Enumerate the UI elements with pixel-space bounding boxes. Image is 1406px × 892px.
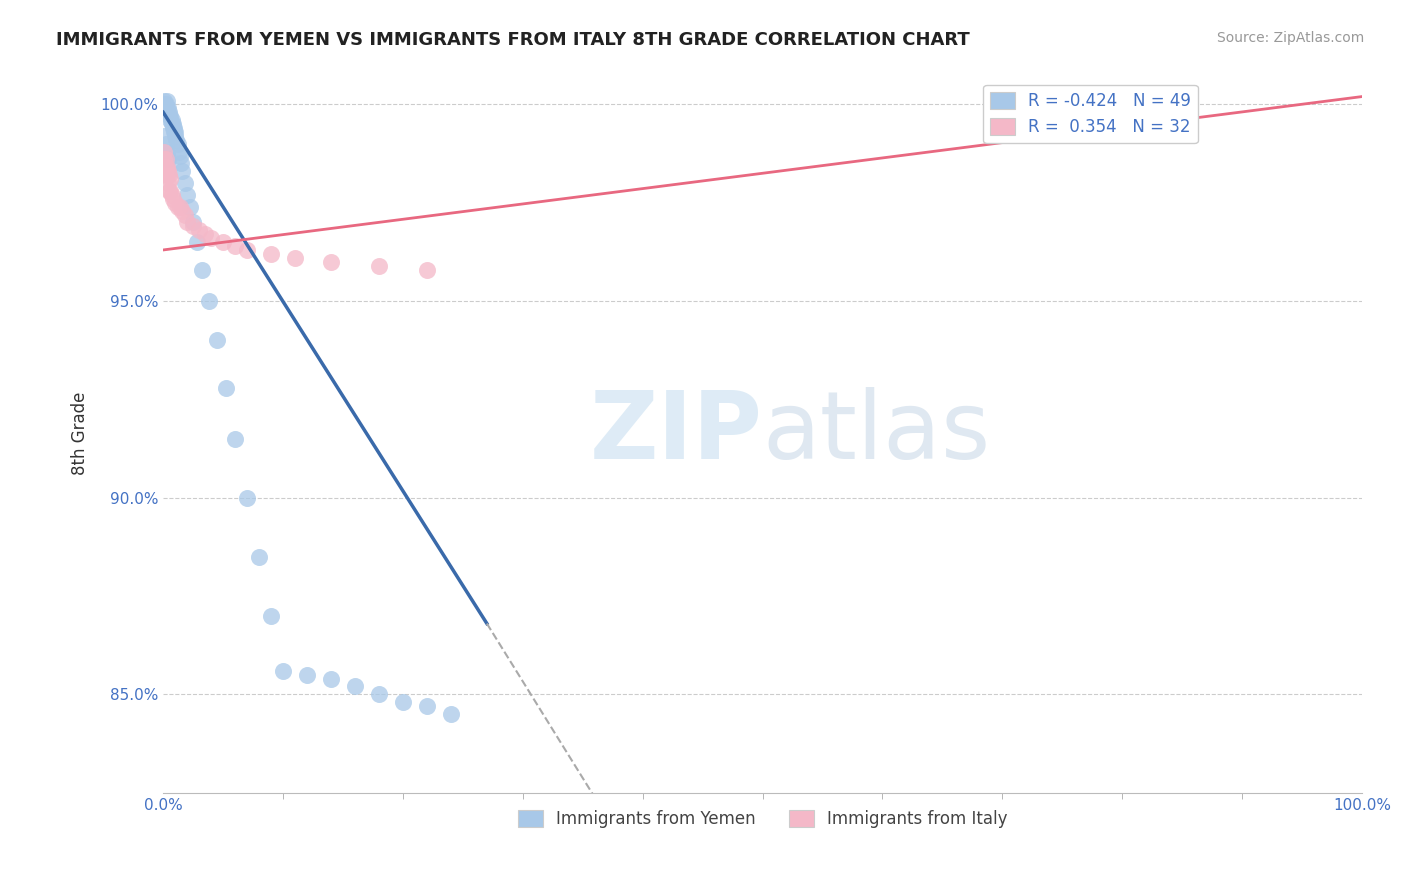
Point <box>155 161 177 175</box>
Point <box>172 203 194 218</box>
Point <box>236 491 259 505</box>
Point <box>190 262 212 277</box>
Point <box>159 184 181 198</box>
Point <box>416 262 439 277</box>
Legend: Immigrants from Yemen, Immigrants from Italy: Immigrants from Yemen, Immigrants from I… <box>510 803 1014 835</box>
Point <box>163 121 186 136</box>
Point <box>295 667 318 681</box>
Point <box>172 164 194 178</box>
Text: IMMIGRANTS FROM YEMEN VS IMMIGRANTS FROM ITALY 8TH GRADE CORRELATION CHART: IMMIGRANTS FROM YEMEN VS IMMIGRANTS FROM… <box>56 31 970 49</box>
Point <box>156 101 179 115</box>
Point <box>159 113 181 128</box>
Text: Source: ZipAtlas.com: Source: ZipAtlas.com <box>1216 31 1364 45</box>
Point <box>165 125 187 139</box>
Point <box>155 97 177 112</box>
Point <box>440 706 463 721</box>
Point <box>173 208 195 222</box>
Point <box>153 128 176 143</box>
Point <box>392 695 415 709</box>
Point <box>224 239 246 253</box>
Point <box>156 164 179 178</box>
Point <box>214 381 236 395</box>
Point <box>156 153 179 167</box>
Point <box>153 153 176 167</box>
Text: atlas: atlas <box>762 387 991 479</box>
Point <box>170 156 193 170</box>
Point <box>160 117 183 131</box>
Point <box>212 235 235 249</box>
Point <box>176 187 198 202</box>
Point <box>156 94 179 108</box>
Point <box>153 145 176 159</box>
Point <box>155 136 177 151</box>
Point <box>169 200 191 214</box>
Point <box>156 145 179 159</box>
Point <box>166 136 188 151</box>
Point <box>181 215 204 229</box>
Point <box>368 259 391 273</box>
Y-axis label: 8th Grade: 8th Grade <box>72 391 89 475</box>
Point <box>188 223 211 237</box>
Point <box>157 105 180 120</box>
Point <box>163 125 186 139</box>
Point <box>194 227 217 242</box>
Point <box>153 94 176 108</box>
Point <box>157 184 180 198</box>
Point <box>186 235 208 249</box>
Text: ZIP: ZIP <box>589 387 762 479</box>
Point <box>157 109 180 123</box>
Point <box>162 117 184 131</box>
Point <box>156 168 179 182</box>
Point <box>173 176 195 190</box>
Point <box>319 254 342 268</box>
Point <box>319 672 342 686</box>
Point <box>166 200 188 214</box>
Point <box>197 294 219 309</box>
Point <box>169 148 191 162</box>
Point <box>165 195 187 210</box>
Point <box>224 432 246 446</box>
Point <box>200 231 222 245</box>
Point <box>156 176 179 190</box>
Point <box>416 699 439 714</box>
Point <box>162 192 184 206</box>
Point <box>181 219 204 234</box>
Point <box>165 133 187 147</box>
Point <box>247 549 270 564</box>
Point <box>165 128 187 143</box>
Point <box>167 145 190 159</box>
Point <box>368 687 391 701</box>
Point <box>157 168 180 182</box>
Point <box>156 161 179 175</box>
Point <box>162 121 184 136</box>
Point <box>179 200 201 214</box>
Point <box>271 664 294 678</box>
Point <box>160 187 183 202</box>
Point <box>344 680 367 694</box>
Point <box>160 113 183 128</box>
Point <box>159 109 181 123</box>
Point <box>159 172 181 186</box>
Point <box>236 243 259 257</box>
Point <box>155 153 177 167</box>
Point <box>284 251 307 265</box>
Point <box>205 334 228 348</box>
Point <box>153 97 176 112</box>
Point <box>260 608 283 623</box>
Point <box>156 101 179 115</box>
Point <box>260 247 283 261</box>
Point <box>176 215 198 229</box>
